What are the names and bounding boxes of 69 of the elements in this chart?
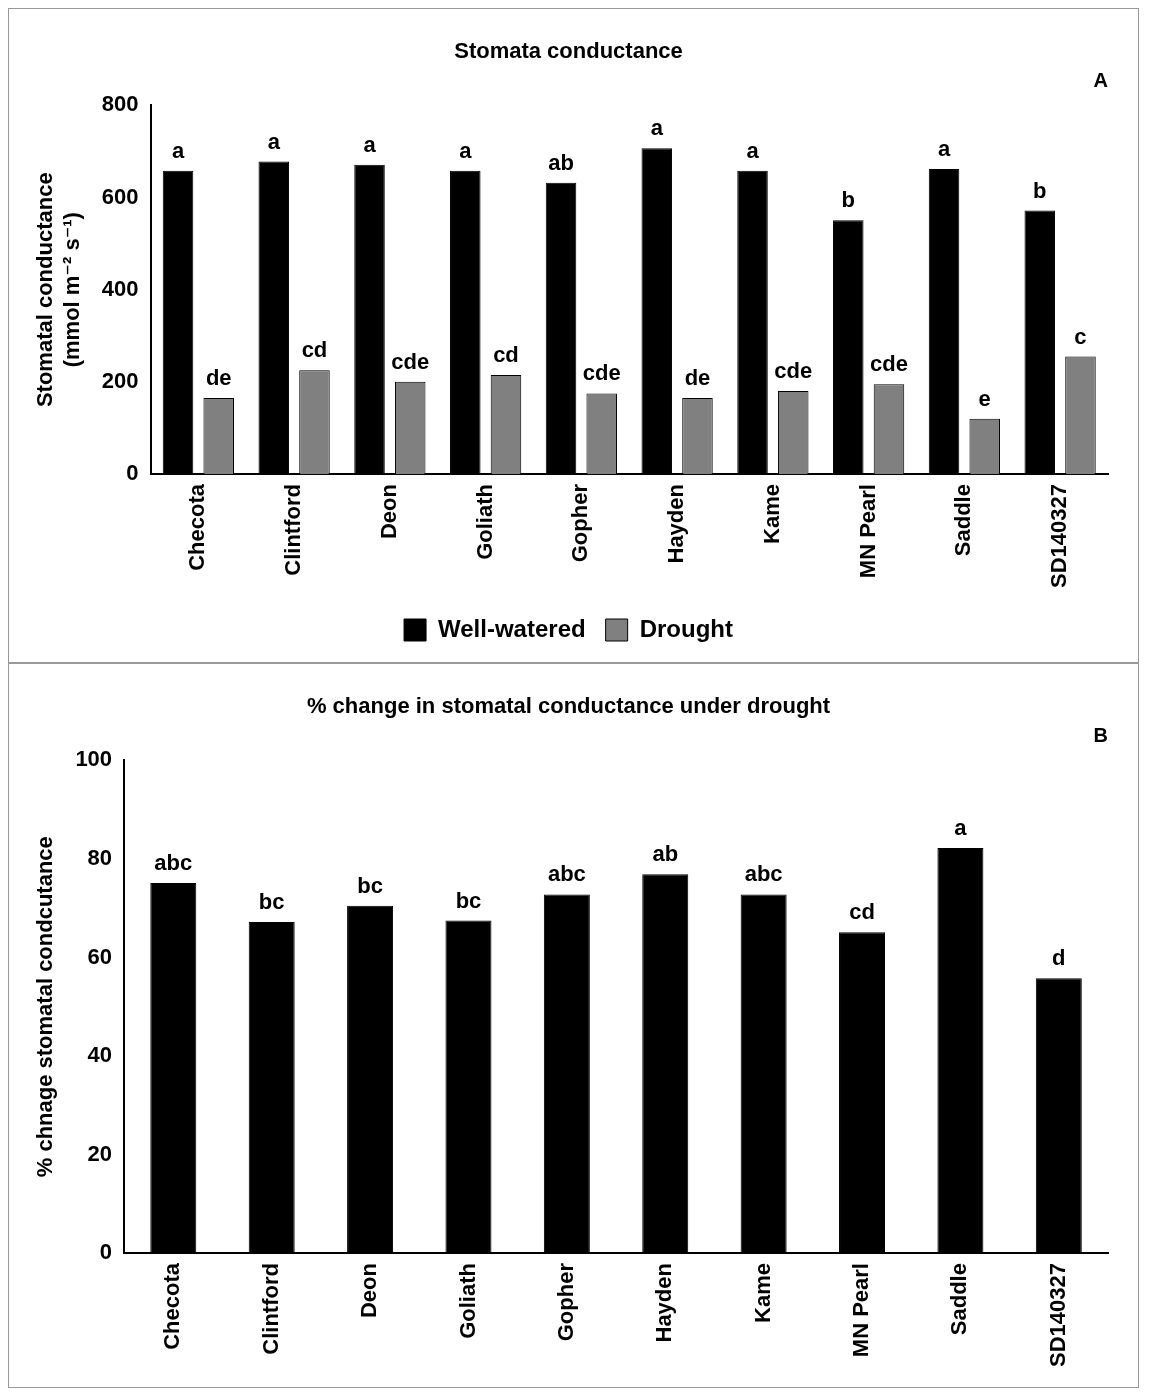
data-label: de — [684, 365, 711, 391]
data-label: de — [205, 365, 232, 391]
y-axis-title: Stomatal conductance (mmol m⁻² s⁻¹) — [32, 172, 84, 408]
chart-title: % change in stomatal conductance under drought — [306, 693, 831, 719]
data-label: a — [171, 137, 185, 163]
data-label: abc — [154, 850, 193, 876]
data-label: a — [954, 815, 968, 841]
x-tick-label: Saddle — [950, 484, 976, 557]
data-label: c — [1074, 323, 1087, 349]
data-label: cde — [870, 351, 908, 377]
x-tick-label: MN Pearl — [848, 1263, 874, 1358]
y-tick-label: 0 — [99, 1239, 113, 1265]
data-label: b — [841, 187, 856, 213]
data-label: abc — [744, 861, 783, 887]
data-label: bc — [258, 889, 285, 915]
legend-label: Well-watered — [438, 614, 586, 642]
x-tick-label: Clintford — [257, 1263, 283, 1355]
x-tick-label: Deon — [375, 484, 401, 540]
legend-label: Drought — [639, 614, 733, 642]
y-tick-label: 80 — [87, 844, 113, 870]
data-label: bc — [455, 887, 482, 913]
y-tick-label: 0 — [126, 460, 139, 486]
data-label: cde — [391, 348, 430, 374]
data-label: a — [746, 137, 760, 163]
x-tick-label: Saddle — [946, 1263, 972, 1336]
x-tick-label: Gopher — [552, 1262, 578, 1342]
data-label: abc — [547, 861, 586, 887]
data-label: b — [1033, 177, 1047, 203]
data-label: ab — [652, 841, 679, 867]
x-tick-label: Gopher — [567, 483, 593, 563]
y-tick-label: 800 — [101, 91, 139, 117]
data-label: cde — [582, 360, 621, 386]
y-tick-label: 20 — [87, 1140, 113, 1166]
data-label: a — [363, 131, 377, 157]
data-label: a — [267, 128, 281, 154]
x-tick-label: Checota — [159, 1262, 185, 1350]
y-tick-label: 40 — [87, 1042, 113, 1068]
x-tick-label: Kame — [749, 1263, 775, 1323]
data-label: e — [978, 385, 991, 411]
data-label: cd — [493, 342, 519, 368]
x-tick-label: SD140327 — [1044, 1263, 1070, 1368]
text: B — [1093, 723, 1108, 746]
y-axis-title: % chnage stomatal condcutance — [32, 836, 58, 1178]
data-label: d — [1052, 945, 1066, 971]
y-tick-label: 200 — [101, 367, 139, 393]
x-tick-label: Goliath — [471, 484, 497, 560]
text: A — [1093, 68, 1108, 91]
x-tick-label: Hayden — [663, 484, 689, 564]
data-label: ab — [548, 149, 574, 175]
data-label: a — [937, 136, 951, 162]
data-label: a — [459, 137, 473, 163]
data-label: cde — [774, 358, 813, 384]
y-tick-label: 100 — [75, 746, 113, 772]
x-tick-label: Kame — [758, 484, 784, 544]
chart-title: Stomata conductance — [454, 38, 683, 64]
y-tick-label: 400 — [101, 275, 139, 301]
x-tick-label: Clintford — [280, 484, 306, 576]
x-tick-label: Checota — [184, 483, 210, 571]
y-tick-label: 600 — [101, 183, 139, 209]
data-label: cd — [301, 337, 328, 363]
x-tick-label: SD140327 — [1046, 484, 1072, 589]
x-tick-label: Hayden — [651, 1263, 677, 1343]
x-tick-label: Goliath — [454, 1263, 480, 1339]
x-tick-label: Deon — [356, 1263, 382, 1319]
data-label: bc — [357, 872, 383, 898]
data-label: cd — [849, 899, 875, 925]
y-tick-label: 60 — [87, 943, 113, 969]
data-label: a — [650, 115, 664, 141]
x-tick-label: MN Pearl — [854, 484, 880, 579]
